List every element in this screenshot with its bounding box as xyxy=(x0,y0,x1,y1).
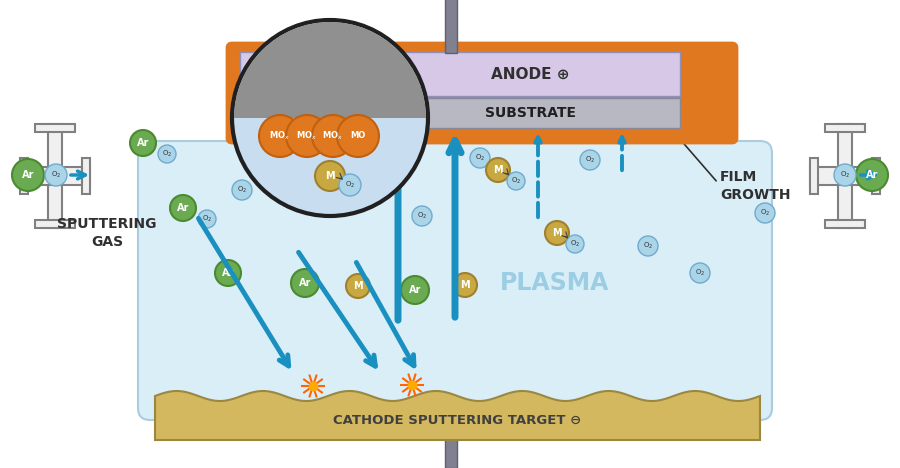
Text: M: M xyxy=(553,228,562,238)
Text: Ar: Ar xyxy=(22,170,34,180)
FancyBboxPatch shape xyxy=(35,220,75,228)
Circle shape xyxy=(232,180,252,200)
Text: O$_2$: O$_2$ xyxy=(695,268,705,278)
FancyBboxPatch shape xyxy=(810,158,818,194)
Text: M: M xyxy=(613,111,623,121)
Text: O$_2$: O$_2$ xyxy=(475,153,485,163)
Circle shape xyxy=(158,145,176,163)
Text: O$_2$: O$_2$ xyxy=(511,176,521,186)
FancyBboxPatch shape xyxy=(810,167,880,185)
Text: O$_2$: O$_2$ xyxy=(237,185,248,195)
Text: O$_2$: O$_2$ xyxy=(570,239,580,249)
Circle shape xyxy=(486,158,510,182)
Circle shape xyxy=(286,115,328,157)
Circle shape xyxy=(45,164,67,186)
Circle shape xyxy=(606,104,630,128)
Text: MO$_x$: MO$_x$ xyxy=(296,130,318,142)
Circle shape xyxy=(337,115,379,157)
FancyBboxPatch shape xyxy=(82,158,90,194)
Text: FILM
GROWTH: FILM GROWTH xyxy=(720,170,790,202)
Text: O$_2$: O$_2$ xyxy=(631,122,641,132)
Text: ANODE ⊕: ANODE ⊕ xyxy=(491,66,569,81)
Polygon shape xyxy=(155,391,760,440)
FancyBboxPatch shape xyxy=(48,124,62,228)
Circle shape xyxy=(453,273,477,297)
FancyBboxPatch shape xyxy=(825,220,865,228)
Text: Ar: Ar xyxy=(176,203,189,213)
Text: Ar: Ar xyxy=(221,268,234,278)
Circle shape xyxy=(545,221,569,245)
Text: M: M xyxy=(325,171,335,181)
Circle shape xyxy=(755,203,775,223)
Text: O$_2$: O$_2$ xyxy=(643,241,653,251)
Text: SPUTTERING
GAS: SPUTTERING GAS xyxy=(58,217,157,249)
Text: MO$_x$: MO$_x$ xyxy=(269,130,291,142)
Circle shape xyxy=(566,235,584,253)
Circle shape xyxy=(580,150,600,170)
Circle shape xyxy=(232,20,428,216)
Text: SUBSTRATE: SUBSTRATE xyxy=(484,106,575,120)
Circle shape xyxy=(130,130,156,156)
Circle shape xyxy=(412,206,432,226)
Circle shape xyxy=(834,164,856,186)
Circle shape xyxy=(627,118,645,136)
Circle shape xyxy=(346,274,370,298)
FancyBboxPatch shape xyxy=(838,124,852,228)
FancyBboxPatch shape xyxy=(445,0,457,53)
Text: Ar: Ar xyxy=(409,285,421,295)
Text: O$_2$: O$_2$ xyxy=(585,155,595,165)
Text: M: M xyxy=(493,165,503,175)
Wedge shape xyxy=(234,22,426,118)
Circle shape xyxy=(339,174,361,196)
Text: O$_2$: O$_2$ xyxy=(760,208,770,218)
Circle shape xyxy=(291,269,319,297)
Text: MO: MO xyxy=(350,132,365,140)
FancyBboxPatch shape xyxy=(20,167,90,185)
Text: MO$_x$: MO$_x$ xyxy=(322,130,344,142)
Text: O$_2$: O$_2$ xyxy=(345,180,356,190)
Text: O$_2$: O$_2$ xyxy=(720,108,730,118)
FancyBboxPatch shape xyxy=(445,438,457,468)
FancyBboxPatch shape xyxy=(138,141,772,420)
Text: M: M xyxy=(460,280,470,290)
Circle shape xyxy=(690,263,710,283)
Circle shape xyxy=(312,115,354,157)
Text: M: M xyxy=(353,281,363,291)
Circle shape xyxy=(315,161,345,191)
Text: PLASMA: PLASMA xyxy=(500,271,609,295)
Circle shape xyxy=(470,148,490,168)
Text: O$_2$: O$_2$ xyxy=(51,170,61,180)
Text: O$_2$: O$_2$ xyxy=(840,170,850,180)
Text: O$_2$: O$_2$ xyxy=(162,149,172,159)
Text: Ar: Ar xyxy=(299,278,311,288)
FancyBboxPatch shape xyxy=(240,98,680,128)
Circle shape xyxy=(715,103,735,123)
FancyBboxPatch shape xyxy=(20,158,28,194)
Circle shape xyxy=(215,260,241,286)
Text: CATHODE SPUTTERING TARGET ⊖: CATHODE SPUTTERING TARGET ⊖ xyxy=(333,414,581,426)
Circle shape xyxy=(198,210,216,228)
FancyBboxPatch shape xyxy=(825,124,865,132)
Text: Ar: Ar xyxy=(866,170,878,180)
FancyBboxPatch shape xyxy=(872,158,880,194)
Circle shape xyxy=(12,159,44,191)
Circle shape xyxy=(170,195,196,221)
Text: Ar: Ar xyxy=(137,138,149,148)
FancyBboxPatch shape xyxy=(240,52,680,96)
Circle shape xyxy=(638,236,658,256)
Text: O$_2$: O$_2$ xyxy=(417,211,428,221)
Circle shape xyxy=(856,159,888,191)
Circle shape xyxy=(401,276,429,304)
Circle shape xyxy=(507,172,525,190)
Text: O$_2$: O$_2$ xyxy=(202,214,212,224)
FancyBboxPatch shape xyxy=(35,124,75,132)
Circle shape xyxy=(259,115,301,157)
FancyBboxPatch shape xyxy=(227,43,737,143)
